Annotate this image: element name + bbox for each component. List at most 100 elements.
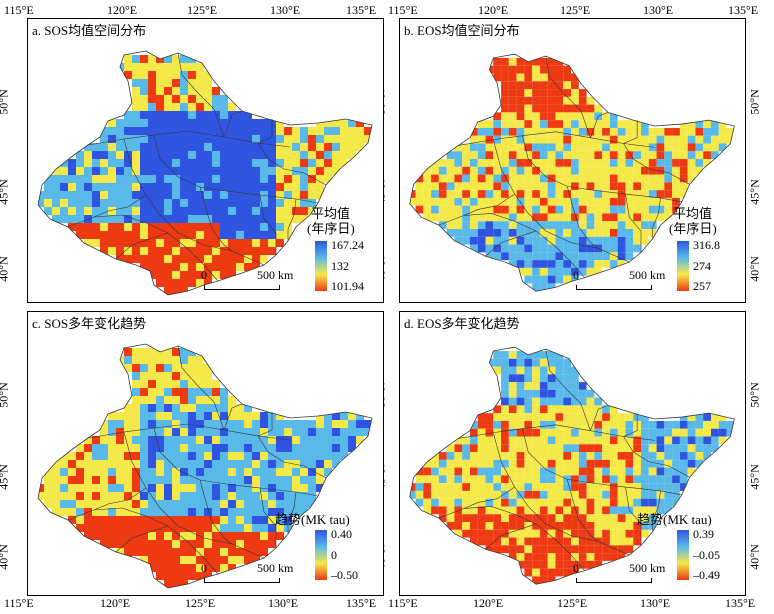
lon-top-135: 135°E: [346, 3, 377, 17]
legend-title: 趋势(MK tau): [637, 512, 712, 527]
panel-title: a. SOS均值空间分布: [32, 23, 147, 38]
admin-boundary: [493, 139, 630, 263]
lat-right-50-bot: 50°N: [747, 382, 762, 408]
legend-value-mid: 0: [331, 548, 337, 562]
lon-top-125b: 125°E: [560, 3, 591, 17]
color-bar: [677, 241, 689, 291]
lat-left-45-bot: 45°N: [0, 464, 11, 490]
legend-value-high: 0.39: [693, 527, 714, 541]
admin-boundary: [652, 197, 661, 239]
admin-boundary: [199, 186, 233, 252]
lat-right-40-top: 40°N: [747, 256, 762, 282]
lon-top-120b: 120°E: [478, 3, 509, 17]
admin-boundary: [123, 431, 265, 559]
lat-left-45-top: 45°N: [0, 179, 11, 205]
legend-subtitle: (年序日): [669, 221, 717, 236]
scale-bar: [576, 578, 652, 583]
admin-boundary: [115, 232, 169, 260]
admin-boundary: [93, 487, 147, 511]
color-bar: [677, 530, 689, 580]
scale-bar-zero: 0: [573, 268, 579, 282]
admin-boundary: [259, 487, 277, 548]
panel-title: b. EOS均值空间分布: [404, 23, 520, 38]
admin-boundary: [545, 348, 591, 431]
legend-value-low: –0.50: [331, 568, 358, 582]
scale-bar-label: 500 km: [629, 561, 666, 575]
legend-subtitle: (年序日): [307, 221, 355, 236]
region-map: [409, 346, 735, 585]
admin-boundary: [625, 486, 642, 546]
lon-bot-135: 135°E: [346, 596, 377, 610]
panel-title: c. SOS多年变化趋势: [32, 316, 147, 331]
admin-boundary: [623, 413, 638, 437]
lon-bot-120b: 120°E: [473, 596, 504, 610]
admin-boundary: [153, 427, 319, 497]
raster-cells: [409, 57, 735, 292]
scale-bar-zero: 0: [201, 268, 207, 282]
admin-boundary: [464, 486, 515, 509]
legend-title: 平均值: [673, 206, 713, 221]
legend-value-mid: 274: [693, 259, 711, 273]
scale-bar-zero: 0: [201, 561, 207, 575]
admin-boundary: [287, 198, 297, 241]
lat-right-40-bot: 40°N: [747, 544, 762, 570]
admin-boundary: [153, 134, 319, 204]
raster-cells: [38, 348, 372, 588]
region-map: [37, 343, 373, 589]
admin-boundary: [458, 424, 655, 441]
map-panel-b: b. EOS均值空间分布 平均值 (年序日) 316.8 274 257 0 5…: [399, 18, 746, 303]
admin-boundary: [67, 214, 219, 282]
admin-boundary: [177, 345, 225, 431]
admin-boundary: [623, 120, 638, 144]
legend-value-low: –0.49: [693, 568, 720, 582]
scale-bar: [204, 285, 280, 290]
lon-top-115: 115°E: [4, 3, 34, 17]
admin-boundary: [590, 405, 609, 431]
color-bar: [315, 241, 327, 291]
admin-boundary: [223, 403, 243, 431]
legend-value-high: 316.8: [693, 238, 720, 252]
admin-boundary: [485, 230, 537, 257]
admin-boundary: [625, 193, 642, 253]
legend-value-high: 0.40: [331, 527, 352, 541]
lon-bot-115: 115°E: [4, 596, 34, 610]
admin-boundary: [115, 525, 169, 553]
admin-boundary: [177, 52, 225, 138]
lat-right-45-bot: 45°N: [747, 464, 762, 490]
admin-boundary: [522, 135, 682, 203]
region-outline: [409, 53, 735, 292]
admin-boundary: [652, 490, 661, 532]
scale-bar: [204, 578, 280, 583]
legend-value-low: 257: [693, 279, 711, 293]
lon-bot-120: 120°E: [100, 596, 131, 610]
admin-boundary: [464, 193, 515, 216]
admin-boundary: [438, 506, 585, 571]
lon-bot-125: 125°E: [185, 596, 216, 610]
lat-left-50-top: 50°N: [0, 89, 11, 115]
admin-boundary: [545, 55, 591, 138]
admin-boundary: [287, 491, 297, 534]
legend-title: 趋势(MK tau): [275, 512, 350, 527]
lat-right-50-top: 50°N: [747, 89, 762, 115]
lon-bot-130: 130°E: [268, 596, 299, 610]
admin-boundary: [438, 213, 585, 278]
legend-title: 平均值: [311, 206, 351, 221]
admin-boundary: [485, 523, 537, 550]
legend-value-high: 167.24: [331, 238, 364, 252]
admin-boundary: [522, 428, 682, 496]
admin-boundary: [493, 432, 630, 556]
region-map: [37, 50, 373, 296]
region-outline: [37, 50, 373, 296]
raster-cells: [409, 350, 735, 585]
region-outline: [37, 343, 373, 589]
admin-boundary: [199, 479, 233, 545]
map-panel-a: a. SOS均值空间分布 平均值 (年序日) 167.24 132 101.94…: [27, 18, 384, 303]
scale-bar-label: 500 km: [257, 561, 294, 575]
admin-boundary: [566, 186, 599, 249]
lon-top-135b: 135°E: [728, 3, 759, 17]
color-bar: [315, 530, 327, 580]
admin-boundary: [67, 507, 219, 575]
lon-top-130b: 130°E: [643, 3, 674, 17]
panel-title: d. EOS多年变化趋势: [404, 316, 520, 331]
legend-value-mid: –0.05: [693, 548, 720, 562]
